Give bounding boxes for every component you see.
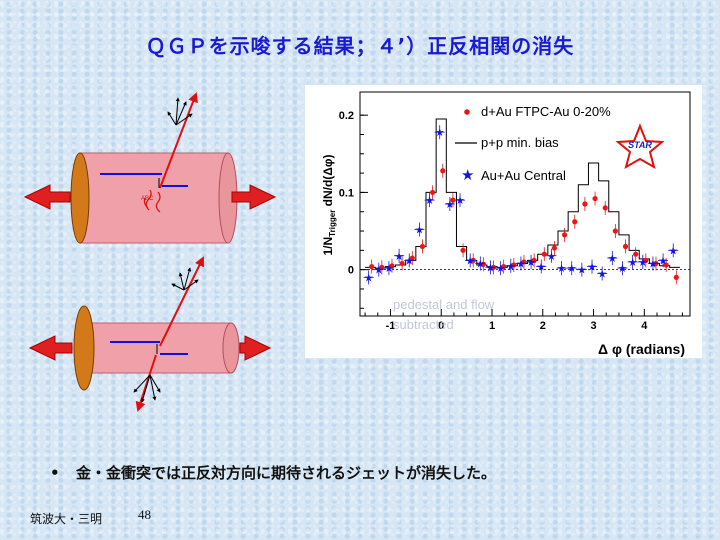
- star-logo: STAR: [615, 123, 665, 170]
- auau-point: ★: [587, 262, 597, 274]
- dau-point: [511, 262, 517, 268]
- footer-author: 筑波大・三明: [30, 512, 103, 526]
- dau-point: [460, 247, 466, 253]
- dau-point: [582, 201, 588, 207]
- x-tick-label: 3: [590, 320, 596, 332]
- auau-point: ★: [384, 263, 394, 275]
- auau-point: ★: [658, 255, 668, 267]
- bullet-symbol: •: [50, 464, 60, 482]
- auau-point: ★: [414, 224, 424, 236]
- auau-point: ★: [394, 251, 404, 263]
- dau-point: [541, 251, 547, 257]
- x-axis-label: Δ φ (radians): [598, 341, 685, 357]
- dau-point: [440, 168, 446, 174]
- annotation-line-1: pedestal and flow: [393, 297, 495, 312]
- auau-point: ★: [597, 269, 607, 281]
- auau-point: ★: [506, 261, 516, 273]
- x-tick-label: -1: [386, 320, 396, 332]
- dau-point: [592, 195, 598, 202]
- bottom-cylinder: [28, 256, 272, 412]
- legend-label-pp: p+p min. bias: [481, 135, 559, 150]
- auau-point: ★: [496, 263, 506, 275]
- page-number: 48: [138, 507, 151, 522]
- auau-point: ★: [526, 257, 536, 269]
- auau-point: ★: [648, 258, 658, 270]
- auau-point: ★: [465, 255, 475, 267]
- auau-point: ★: [567, 263, 577, 275]
- auau-point: ★: [546, 251, 556, 263]
- dau-point: [633, 251, 639, 257]
- dau-point: [419, 243, 426, 250]
- x-tick-label: 0: [438, 320, 444, 332]
- y-tick-label: 0.2: [339, 110, 354, 122]
- dau-point: [450, 197, 456, 203]
- plot-frame: [359, 91, 691, 317]
- auau-point: ★: [536, 262, 546, 274]
- auau-point: ★: [668, 245, 678, 257]
- auau-point: ★: [445, 199, 455, 211]
- dau-point: [430, 189, 436, 196]
- correlation-chart: -1 0 1 2 3 400.10.2 ★★ ★★ ★★★★★ ★★ ★ ★ ★ ★ ★ ★ ★★★ ★ ★ ★★★…: [321, 91, 691, 357]
- dau-point: [663, 262, 669, 268]
- legend-marker-dau: [464, 109, 470, 115]
- dau-point: [612, 228, 618, 234]
- dau-point: [572, 219, 578, 225]
- dau-point: [369, 263, 375, 270]
- legend-label-auau: Au+Au Central: [481, 168, 566, 183]
- legend: d+Au FTPC-Au 0-20% p+p min. bias ★ Au+Au…: [455, 104, 611, 184]
- dau-point: [673, 274, 679, 280]
- bullet-text: 金・金衝突では正反対方向に期待されるジェットが消失した。: [76, 464, 497, 482]
- auau-point: ★: [618, 263, 628, 275]
- dau-point: [379, 264, 385, 270]
- auau-point: ★: [628, 257, 638, 269]
- plot-panel: -1 0 1 2 3 4 0 0.1 0.2 ★ ★ ★ ★ ★ ★ ★ ★ ★ ★ ★ ★ ★ ★ ★ ★ ★ ★ ★ ★ ★ ★ ★ ★ ★…: [305, 85, 702, 358]
- auau-point: ★: [455, 195, 465, 207]
- auau-point: ★: [557, 263, 567, 275]
- x-tick-label: 4: [641, 320, 648, 332]
- auau-point: ★: [435, 127, 445, 139]
- dau-point: [562, 232, 568, 238]
- auau-point: ★: [404, 255, 414, 267]
- bullet-item: • 金・金衝突では正反対方向に期待されるジェットが消失した。: [50, 462, 496, 483]
- auau-point: ★: [374, 265, 384, 277]
- legend-marker-auau: ★: [461, 167, 474, 184]
- auau-point: ★: [516, 258, 526, 270]
- svg-text:STAR: STAR: [628, 140, 652, 150]
- legend-label-dau: d+Au FTPC-Au 0-20%: [481, 104, 611, 119]
- dau-point: [622, 243, 629, 250]
- y-tick-label: 0.1: [339, 187, 354, 199]
- y-tick-label: 0: [348, 265, 354, 277]
- dau-point: [389, 263, 395, 269]
- slide-title: ＱＧＰを示唆する結果；４’）正反相関の消失: [145, 34, 575, 58]
- dau-point: [409, 255, 415, 261]
- jet-diagram: ABC: [23, 92, 277, 412]
- auau-point: ★: [475, 258, 485, 270]
- dau-point: [399, 260, 405, 267]
- dau-point: [480, 261, 486, 267]
- top-cylinder: ABC: [23, 92, 277, 244]
- annotation-line-2: subtracted: [393, 317, 454, 332]
- auau-point: ★: [364, 272, 374, 284]
- auau-point: ★: [425, 195, 435, 207]
- y-axis-label: 1/NTrigger dN/d(Δφ): [321, 154, 337, 255]
- dau-point: [551, 245, 558, 251]
- x-tick-label: 2: [540, 320, 546, 332]
- svg-text:ABC: ABC: [141, 196, 154, 202]
- auau-point: ★: [486, 262, 496, 274]
- auau-point: ★: [638, 257, 648, 269]
- dau-point: [602, 205, 608, 211]
- svg-text:1/NTrigger dN/d(Δφ): 1/NTrigger dN/d(Δφ): [321, 154, 337, 255]
- auau-point: ★: [607, 253, 617, 265]
- auau-point: ★: [577, 265, 587, 277]
- x-tick-label: 1: [489, 320, 495, 332]
